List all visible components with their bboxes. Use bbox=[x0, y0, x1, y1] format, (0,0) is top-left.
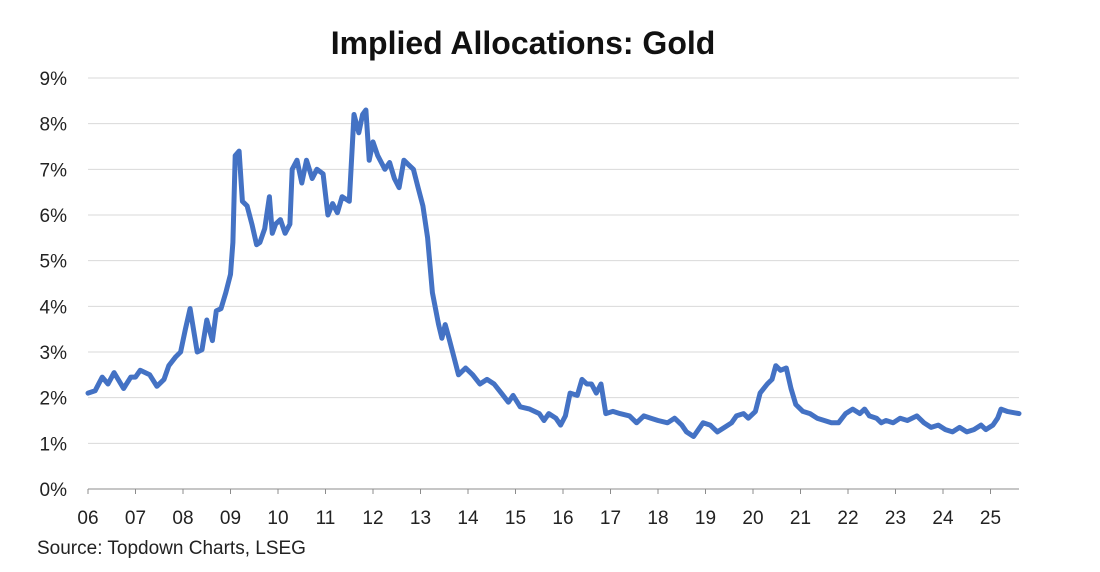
y-tick-label: 6% bbox=[40, 206, 68, 227]
x-tick-label: 07 bbox=[125, 508, 146, 529]
y-tick-label: 4% bbox=[40, 297, 68, 318]
x-tick-labels: 06 07 08 09 10 11 12 13 14 15 16 17 18 19 20 21 22 23 24 25 bbox=[77, 508, 1001, 529]
y-tick-labels: 0% 1% 2% 3% 4% 5% 6% 7% 8% 9% bbox=[40, 69, 68, 501]
x-tick-label: 12 bbox=[362, 508, 383, 529]
x-tick-label: 18 bbox=[647, 508, 668, 529]
gridlines bbox=[87, 77, 1019, 494]
y-tick-label: 7% bbox=[40, 160, 68, 181]
x-tick-label: 22 bbox=[837, 508, 858, 529]
x-tick-label: 24 bbox=[932, 508, 954, 529]
y-tick-label: 2% bbox=[40, 389, 68, 410]
x-tick-label: 23 bbox=[885, 508, 906, 529]
x-tick-label: 15 bbox=[505, 508, 526, 529]
chart-title: Implied Allocations: Gold bbox=[331, 25, 716, 61]
x-tick-label: 25 bbox=[980, 508, 1001, 529]
x-tick-label: 11 bbox=[316, 508, 336, 529]
x-tick-label: 06 bbox=[77, 508, 98, 529]
series-layer bbox=[85, 107, 1022, 439]
y-tick-label: 3% bbox=[40, 343, 68, 364]
x-tick-label: 14 bbox=[457, 508, 479, 529]
x-tick-label: 21 bbox=[790, 508, 811, 529]
y-tick-label: 5% bbox=[40, 252, 68, 273]
x-tick-label: 09 bbox=[220, 508, 241, 529]
y-tick-label: 1% bbox=[40, 434, 68, 455]
source-note: Source: Topdown Charts, LSEG bbox=[37, 538, 306, 559]
series-line bbox=[85, 107, 1022, 439]
y-tick-label: 0% bbox=[40, 480, 68, 501]
x-tick-label: 08 bbox=[172, 508, 193, 529]
x-tick-label: 19 bbox=[695, 508, 716, 529]
y-tick-label: 8% bbox=[40, 115, 68, 136]
x-tick-label: 13 bbox=[410, 508, 431, 529]
x-tick-label: 10 bbox=[267, 508, 288, 529]
x-tick-label: 17 bbox=[600, 508, 621, 529]
x-tick-label: 16 bbox=[552, 508, 573, 529]
x-tick-label: 20 bbox=[742, 508, 763, 529]
y-tick-label: 9% bbox=[40, 69, 68, 90]
